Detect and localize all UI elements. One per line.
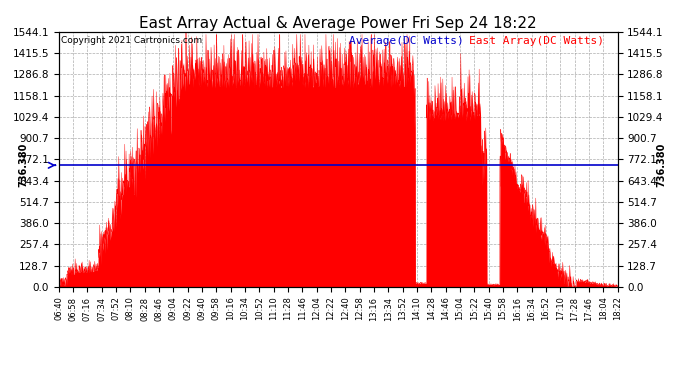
Title: East Array Actual & Average Power Fri Sep 24 18:22: East Array Actual & Average Power Fri Se…	[139, 16, 537, 31]
Text: Copyright 2021 Cartronics.com: Copyright 2021 Cartronics.com	[61, 36, 203, 45]
Text: East Array(DC Watts): East Array(DC Watts)	[469, 36, 604, 46]
Text: 736.380: 736.380	[18, 143, 28, 188]
Text: 736.380: 736.380	[657, 143, 667, 188]
Text: Average(DC Watts): Average(DC Watts)	[349, 36, 464, 46]
